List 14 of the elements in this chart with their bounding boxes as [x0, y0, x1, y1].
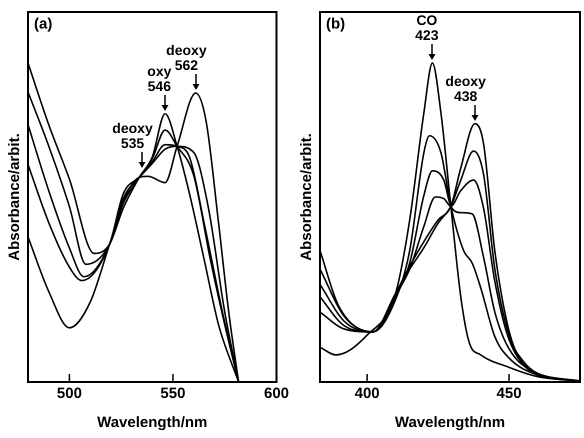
- y-axis-title: Absorbance/arbit.: [298, 133, 316, 261]
- x-tick-label: 550: [160, 385, 186, 402]
- x-axis-title: Wavelength/nm: [97, 414, 208, 432]
- x-tick-label: 500: [56, 385, 82, 402]
- annotation: deoxy 438: [444, 72, 487, 104]
- chart-title: (b): [326, 16, 346, 33]
- y-axis-title: Absorbance/arbit.: [6, 133, 24, 261]
- x-tick-label: 600: [264, 385, 289, 402]
- chart-title: (a): [34, 16, 52, 33]
- annotation: deoxy 535: [111, 120, 154, 152]
- x-axis-title: Wavelength/nm: [394, 414, 506, 432]
- x-tick-label: 400: [354, 385, 380, 402]
- annotation: CO 423: [414, 12, 440, 44]
- x-tick-label: 450: [496, 385, 522, 402]
